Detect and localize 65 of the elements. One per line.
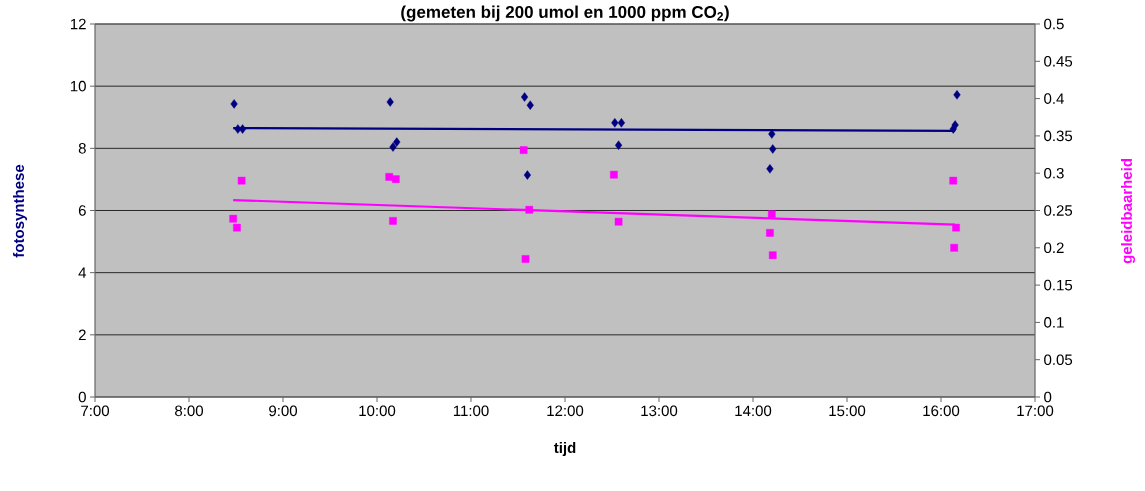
point [521,92,529,102]
point [952,223,960,232]
point [523,170,531,180]
y-tick-label: 4 [78,267,87,278]
x-tick-label: 15:00 [829,405,866,417]
y-tick-label: 0 [78,391,86,403]
point [386,97,394,107]
y2-tick-label: 0 [1044,391,1052,403]
x-tick-label: 16:00 [923,405,960,417]
chart-title: (gemeten bij 200 umol en 1000 ppm CO$_{2}$) [401,5,729,22]
x-tick-label: 7:00 [81,405,109,417]
x-axis-title: tijd [553,442,576,456]
y2-tick-label: 0.1 [1044,317,1064,328]
y-tick-label: 6 [78,205,86,216]
point [230,99,238,109]
point [768,251,777,260]
y2-tick-label: 0.3 [1044,167,1064,179]
x-tick-label: 14:00 [735,405,772,417]
point [953,90,961,100]
point [389,217,397,225]
point [229,214,237,223]
point [950,244,958,252]
point [617,118,625,128]
y-tick-label: 2 [78,329,86,341]
y2-tick-label: 0.45 [1044,55,1073,67]
x-tick-label: 12:00 [547,405,584,417]
point [239,124,247,134]
point [526,100,534,110]
point [611,118,619,128]
point [614,217,623,226]
x-tick-label: 8:00 [175,405,204,417]
y-tick-label: 12 [70,18,86,30]
x-tick-label: 10:00 [359,405,396,417]
point [385,173,394,181]
point [233,223,241,232]
y-axis-title: fotosynthese [13,164,27,258]
point [237,176,246,185]
point [769,144,777,154]
point [389,142,397,152]
y2-tick-label: 0.2 [1044,242,1064,254]
point [766,164,774,174]
point [615,140,623,150]
x-tick-label: 9:00 [269,405,298,417]
point [768,210,776,219]
y-tick-label: 10 [70,80,86,92]
x-tick-label: 13:00 [641,405,678,417]
point [525,205,534,214]
point [519,146,528,154]
y2-tick-label: 0.4 [1044,93,1064,104]
point [393,137,401,147]
y2-axis-title: geleidbaarheid [1120,159,1136,264]
point [392,175,400,183]
y2-tick-label: 0.25 [1044,205,1073,216]
point [766,229,774,237]
point [949,176,958,185]
y-tick-label: 8 [78,143,86,154]
y2-tick-label: 0.05 [1044,354,1073,365]
point [521,255,530,263]
x-tick-label: 17:00 [1017,405,1054,417]
point [949,124,957,134]
point [610,170,618,179]
y2-tick-label: 0.15 [1044,279,1073,291]
y2-tick-label: 0.5 [1044,18,1064,30]
x-tick-label: 11:00 [453,405,489,417]
y2-tick-label: 0.35 [1044,130,1073,142]
